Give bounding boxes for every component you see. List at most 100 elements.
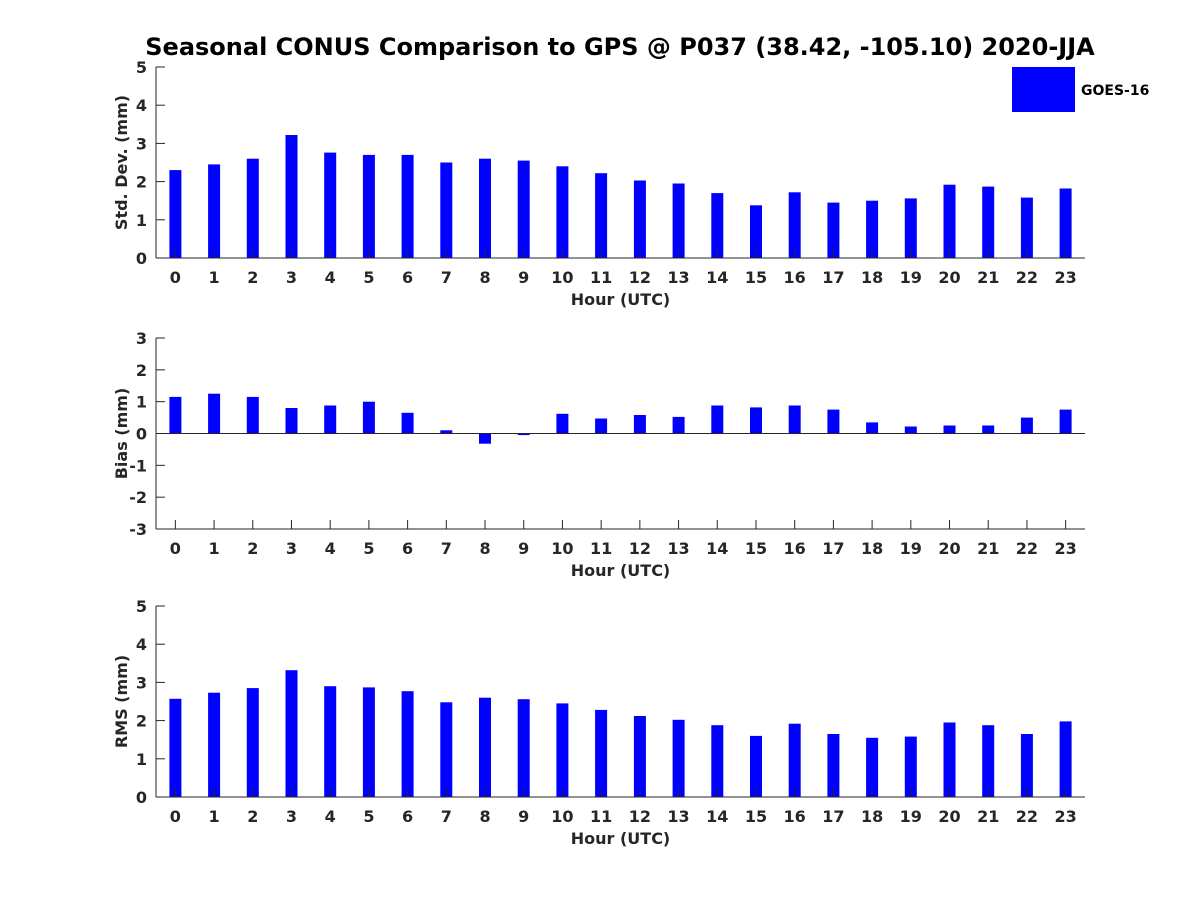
x-tick-label-std-dev: 10 <box>551 268 573 287</box>
bar-bias-hour-17 <box>827 409 840 434</box>
x-tick-label-bias: 1 <box>208 539 219 558</box>
bar-bias-hour-4 <box>324 405 337 434</box>
bar-rms-hour-10 <box>556 703 569 797</box>
x-axis-label-bias: Hour (UTC) <box>571 561 671 580</box>
x-tick-label-bias: 3 <box>286 539 297 558</box>
y-axis-label-rms: RMS (mm) <box>112 655 131 748</box>
bar-bias-hour-5 <box>362 401 375 434</box>
bar-rms-hour-11 <box>595 709 608 797</box>
x-tick-label-std-dev: 19 <box>900 268 922 287</box>
bar-rms-hour-1 <box>208 692 221 797</box>
x-tick-label-rms: 0 <box>170 807 181 826</box>
x-tick-label-std-dev: 11 <box>590 268 612 287</box>
y-tick-label-rms: 3 <box>136 673 147 692</box>
x-tick-label-bias: 5 <box>363 539 374 558</box>
x-tick-label-std-dev: 4 <box>325 268 336 287</box>
bar-rms-hour-4 <box>324 686 337 797</box>
x-tick-label-std-dev: 1 <box>208 268 219 287</box>
x-tick-label-bias: 15 <box>745 539 767 558</box>
x-tick-label-rms: 19 <box>900 807 922 826</box>
x-tick-label-std-dev: 9 <box>518 268 529 287</box>
legend-swatch <box>1012 67 1075 112</box>
bar-bias-hour-18 <box>866 422 879 434</box>
x-tick-label-bias: 8 <box>479 539 490 558</box>
bar-std-dev-hour-11 <box>595 173 608 258</box>
bar-rms-hour-8 <box>479 697 491 797</box>
bar-std-dev-hour-18 <box>866 200 879 258</box>
x-tick-label-rms: 16 <box>784 807 806 826</box>
bar-bias-hour-19 <box>904 426 917 434</box>
bar-rms-hour-23 <box>1059 721 1072 797</box>
x-tick-label-std-dev: 7 <box>441 268 452 287</box>
bar-rms-hour-14 <box>711 725 724 797</box>
x-tick-label-bias: 0 <box>170 539 181 558</box>
x-tick-label-bias: 20 <box>938 539 960 558</box>
x-tick-label-std-dev: 6 <box>402 268 413 287</box>
bar-std-dev-hour-12 <box>633 180 646 258</box>
bar-rms-hour-22 <box>1020 734 1033 797</box>
bar-rms-hour-7 <box>440 702 453 797</box>
x-tick-label-bias: 11 <box>590 539 612 558</box>
x-tick-label-bias: 9 <box>518 539 529 558</box>
figure-title: Seasonal CONUS Comparison to GPS @ P037 … <box>145 33 1095 61</box>
x-tick-label-std-dev: 12 <box>629 268 651 287</box>
bar-rms-hour-15 <box>750 735 762 797</box>
bar-rms-hour-20 <box>943 722 956 797</box>
bar-std-dev-hour-17 <box>827 202 840 258</box>
x-tick-label-bias: 4 <box>325 539 336 558</box>
bar-rms-hour-6 <box>401 691 414 797</box>
x-tick-label-std-dev: 13 <box>667 268 689 287</box>
x-tick-label-rms: 4 <box>325 807 336 826</box>
bar-std-dev-hour-6 <box>401 154 414 258</box>
bar-bias-hour-20 <box>943 425 956 434</box>
bar-bias-hour-0 <box>169 396 182 434</box>
x-tick-label-rms: 23 <box>1055 807 1077 826</box>
bar-rms-hour-18 <box>866 737 879 797</box>
x-tick-label-rms: 8 <box>479 807 490 826</box>
x-tick-label-rms: 2 <box>247 807 258 826</box>
y-tick-label-rms: 0 <box>136 788 147 807</box>
bar-bias-hour-6 <box>401 412 414 434</box>
bar-bias-hour-12 <box>633 415 646 434</box>
x-tick-label-std-dev: 16 <box>784 268 806 287</box>
x-tick-label-rms: 6 <box>402 807 413 826</box>
bar-bias-hour-16 <box>788 405 801 434</box>
bar-std-dev-hour-20 <box>943 184 956 258</box>
y-tick-label-std-dev: 1 <box>136 211 147 230</box>
y-tick-label-std-dev: 2 <box>136 173 147 192</box>
bar-bias-hour-2 <box>246 396 259 434</box>
bar-bias-hour-11 <box>595 418 608 434</box>
x-tick-label-bias: 14 <box>706 539 728 558</box>
x-tick-label-std-dev: 17 <box>822 268 844 287</box>
x-tick-label-rms: 11 <box>590 807 612 826</box>
x-axis-label-rms: Hour (UTC) <box>571 829 671 848</box>
bar-bias-hour-21 <box>982 425 995 434</box>
y-tick-label-bias: -3 <box>129 520 147 539</box>
bar-bias-hour-3 <box>285 408 298 434</box>
bar-std-dev-hour-21 <box>982 186 995 258</box>
legend: GOES-16 <box>1012 67 1149 112</box>
bar-rms-hour-13 <box>672 719 685 797</box>
x-axis-label-std-dev: Hour (UTC) <box>571 290 671 309</box>
x-tick-label-rms: 10 <box>551 807 573 826</box>
bar-bias-hour-13 <box>672 416 685 434</box>
bar-bias-hour-22 <box>1020 417 1033 434</box>
bar-rms-hour-0 <box>169 698 182 797</box>
x-tick-label-std-dev: 15 <box>745 268 767 287</box>
bar-std-dev-hour-7 <box>440 162 453 258</box>
x-tick-label-rms: 15 <box>745 807 767 826</box>
bar-std-dev-hour-2 <box>246 158 259 258</box>
bar-std-dev-hour-13 <box>672 183 685 258</box>
x-tick-label-bias: 21 <box>977 539 999 558</box>
x-tick-label-rms: 21 <box>977 807 999 826</box>
legend-label: GOES-16 <box>1081 83 1149 99</box>
bar-bias-hour-1 <box>208 393 221 434</box>
x-tick-label-bias: 2 <box>247 539 258 558</box>
y-tick-label-rms: 2 <box>136 712 147 731</box>
bar-rms-hour-9 <box>517 699 530 797</box>
x-tick-label-rms: 20 <box>938 807 960 826</box>
y-tick-label-bias: -2 <box>129 488 147 507</box>
